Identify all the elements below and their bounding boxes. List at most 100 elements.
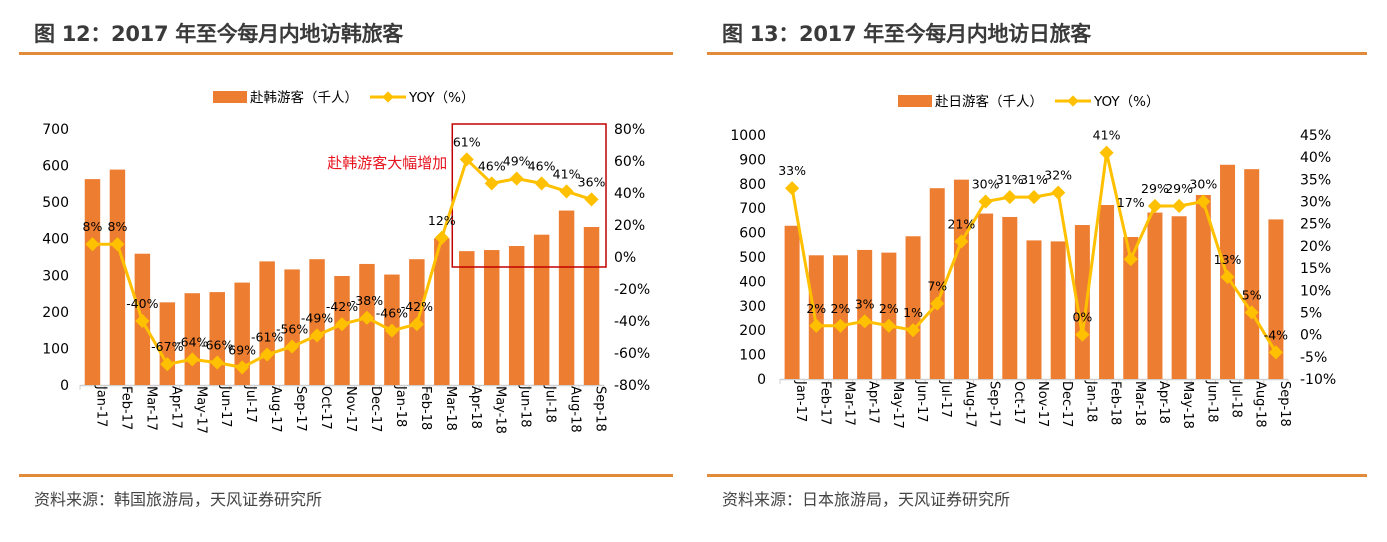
x-tick-label: Jul-17: [938, 380, 953, 418]
y-right-tick-label: 0%: [1300, 328, 1322, 344]
x-tick-label: Apr-17: [168, 386, 183, 429]
x-tick-label: Nov-17: [343, 386, 358, 432]
x-tick-label: Mar-17: [143, 386, 158, 431]
yoy-marker-feb-18: [1099, 145, 1114, 160]
yoy-data-label: 1%: [903, 305, 923, 320]
legend-line-marker: [1067, 95, 1079, 107]
figure-13-source: 资料来源：日本旅游局，天风证券研究所: [722, 490, 1011, 509]
x-tick-label: Dec-17: [368, 386, 383, 432]
yoy-marker-jun-18: [509, 171, 524, 186]
yoy-data-label: -46%: [376, 306, 408, 321]
bar-dec-17: [1050, 241, 1066, 379]
yoy-marker-jan-18: [384, 323, 399, 338]
y-left-tick-label: 300: [739, 299, 766, 315]
yoy-data-label: 30%: [1189, 177, 1217, 192]
legend-bar-label: 赴日游客（千人）: [935, 93, 1043, 110]
yoy-marker-sep-18: [1268, 345, 1283, 360]
yoy-data-label: -66%: [201, 338, 233, 353]
yoy-data-label: 29%: [1165, 181, 1193, 196]
yoy-data-label: 3%: [855, 296, 875, 311]
x-tick-label: Jan-17: [793, 380, 808, 422]
y-left-tick-label: 0: [757, 372, 766, 388]
bar-jan-17: [84, 179, 101, 385]
x-tick-label: Sep-17: [293, 386, 308, 432]
bar-aug-17: [953, 179, 969, 379]
figure-12-source: 资料来源：韩国旅游局，天风证券研究所: [34, 490, 323, 509]
x-tick-label: Aug-18: [1253, 381, 1268, 428]
y-right-tick-label: -10%: [1300, 372, 1336, 388]
yoy-marker-apr-17: [160, 357, 175, 372]
x-tick-label: Oct-17: [318, 386, 333, 430]
yoy-data-label: -42%: [326, 299, 358, 314]
y-left-tick-label: 500: [739, 250, 766, 266]
x-tick-label: Jun-18: [1204, 380, 1219, 423]
x-tick-label: Jun-18: [518, 385, 533, 428]
y-left-tick-label: 400: [739, 274, 766, 290]
bar-aug-17: [259, 261, 275, 385]
x-tick-label: Sep-18: [593, 386, 608, 432]
yoy-marker-sep-17: [978, 194, 993, 209]
yoy-data-label: 33%: [778, 163, 806, 178]
yoy-data-label: 30%: [972, 177, 1000, 192]
y-right-tick-label: 20%: [1300, 239, 1331, 255]
x-tick-label: Nov-17: [1035, 381, 1050, 427]
yoy-marker-nov-17: [334, 317, 350, 332]
yoy-data-label: 36%: [578, 174, 606, 189]
y-right-tick-label: -80%: [614, 378, 650, 394]
yoy-data-label: 8%: [108, 219, 128, 234]
bar-jul-17: [929, 188, 945, 379]
yoy-data-label: 69%: [228, 342, 256, 357]
y-right-tick-label: -20%: [614, 282, 650, 298]
x-tick-label: Oct-17: [1011, 381, 1026, 425]
annotation-text: 赴韩游客大幅增加: [327, 154, 447, 172]
bar-apr-18: [1147, 212, 1163, 379]
bar-nov-17: [1026, 240, 1042, 379]
x-tick-label: Jul-18: [543, 385, 558, 423]
y-right-tick-label: 45%: [1300, 128, 1331, 144]
yoy-marker-nov-17: [1026, 190, 1042, 205]
yoy-marker-may-17: [185, 352, 200, 367]
yoy-marker-jul-17: [930, 296, 945, 311]
yoy-data-label: 31%: [1020, 172, 1048, 187]
yoy-data-label: 46%: [528, 158, 556, 173]
y-left-tick-label: 100: [42, 341, 69, 357]
y-left-tick-label: 0: [60, 378, 69, 394]
yoy-marker-dec-17: [1051, 185, 1066, 200]
y-left-tick-label: 600: [739, 226, 766, 242]
figure-12-title: 图 12：2017 年至今每月内地访韩旅客: [34, 22, 403, 46]
x-tick-label: Jul-18: [1229, 380, 1244, 418]
yoy-marker-mar-17: [135, 313, 150, 329]
y-right-tick-label: 0%: [614, 250, 636, 266]
yoy-marker-may-18: [1172, 198, 1187, 214]
yoy-data-label: 17%: [1117, 195, 1145, 210]
yoy-marker-may-17: [881, 318, 896, 333]
yoy-data-label: -42%: [401, 299, 433, 314]
yoy-marker-jan-17: [785, 181, 800, 196]
bar-mar-18: [1123, 236, 1139, 379]
yoy-marker-sep-17: [285, 339, 300, 354]
y-left-tick-label: 800: [739, 177, 766, 193]
yoy-data-label: -61%: [251, 330, 283, 345]
x-tick-label: Feb-18: [418, 386, 433, 430]
legend-bar-label: 赴韩游客（千人）: [250, 89, 358, 106]
yoy-marker-jul-17: [235, 360, 250, 375]
yoy-data-label: 0%: [1072, 310, 1092, 325]
title-divider: [707, 52, 1367, 55]
x-tick-label: Sep-18: [1277, 381, 1292, 427]
yoy-marker-jan-18: [1075, 327, 1090, 342]
yoy-marker-aug-18: [559, 184, 574, 199]
yoy-data-label: 41%: [553, 166, 581, 181]
x-tick-label: Aug-17: [962, 381, 977, 428]
legend-bar-swatch: [213, 91, 247, 103]
bar-jun-18: [1195, 195, 1211, 379]
x-tick-label: May-17: [890, 381, 905, 429]
x-tick-label: Mar-17: [841, 381, 856, 426]
legend-bar-swatch: [898, 95, 932, 107]
y-left-tick-label: 700: [739, 201, 766, 217]
y-left-tick-label: 200: [739, 323, 766, 339]
bar-sep-17: [978, 213, 994, 379]
yoy-marker-mar-18: [434, 230, 449, 245]
bar-aug-18: [558, 210, 575, 385]
bar-mar-17: [832, 255, 848, 379]
yoy-marker-jul-18: [534, 176, 549, 191]
